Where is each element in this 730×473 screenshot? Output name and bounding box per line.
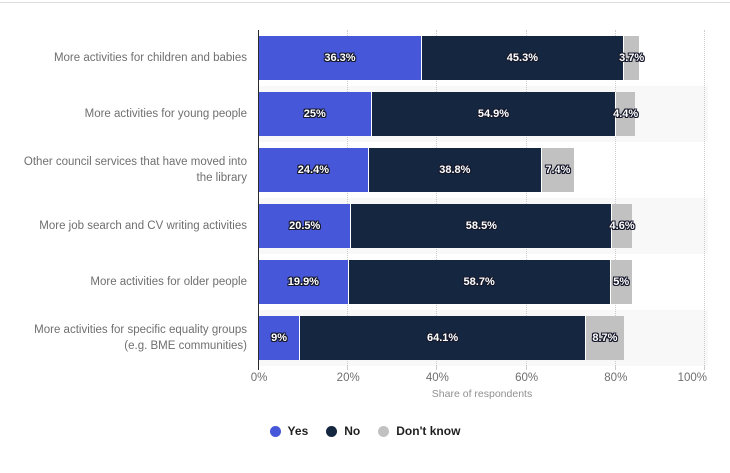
axis-tick (704, 366, 705, 370)
category-label: More activities for children and babies (53, 51, 247, 64)
category-label: More activities for specific equality gr… (34, 323, 247, 352)
x-tick-label: 0% (250, 372, 268, 384)
legend-marker-icon (326, 425, 338, 437)
bar-segment-yes[interactable]: 25% (259, 92, 371, 136)
category-label: More activities for older people (90, 275, 247, 288)
axis-tick (436, 366, 438, 370)
bar-segment-yes[interactable]: 19.9% (259, 260, 348, 304)
bar-segment-don-t-know[interactable]: 3.7% (619, 36, 644, 80)
x-tick-label: 20% (336, 372, 360, 384)
bar-segment-no[interactable]: 54.9% (370, 92, 616, 136)
bar-segment-yes[interactable]: 24.4% (259, 148, 368, 192)
category-label: Other council services that have moved i… (23, 155, 247, 184)
axis-tick (525, 366, 527, 370)
segment-value-label: 19.9% (287, 276, 319, 288)
bar-segment-no[interactable]: 45.3% (420, 36, 623, 80)
gridline (614, 30, 616, 366)
x-tick-label: 60% (515, 372, 539, 384)
legend-label: Don't know (396, 424, 461, 438)
y-axis-line (258, 30, 259, 370)
category-label: More job search and CV writing activitie… (39, 219, 247, 232)
legend-marker-icon (269, 425, 281, 437)
bar-segment-don-t-know[interactable]: 8.7% (585, 316, 624, 360)
legend-item-yes[interactable]: Yes (269, 424, 309, 438)
bar-segment-don-t-know[interactable]: 7.4% (540, 148, 574, 192)
segment-value-label: 8.7% (592, 332, 618, 344)
bar-segment-yes[interactable]: 36.3% (259, 36, 421, 80)
segment-value-label: 36.3% (324, 52, 356, 64)
legend-label: Yes (287, 424, 309, 438)
gridline (704, 30, 705, 366)
segment-value-label: 4.6% (609, 220, 635, 232)
segment-value-label: 38.8% (439, 164, 471, 176)
x-axis-title: Share of respondents (431, 388, 533, 400)
x-tick-label: 40% (425, 372, 449, 384)
bar-segment-yes[interactable]: 20.5% (259, 204, 351, 248)
segment-value-label: 54.9% (477, 108, 510, 120)
bar-segment-don-t-know[interactable]: 4.4% (613, 92, 639, 136)
segment-value-label: 9% (271, 332, 288, 344)
bar-segment-don-t-know[interactable]: 5% (609, 260, 632, 304)
bar-segment-no[interactable]: 58.7% (347, 260, 610, 304)
segment-value-label: 25% (303, 108, 326, 120)
legend-marker-icon (378, 425, 390, 437)
segment-value-label: 20.5% (289, 220, 321, 232)
legend: Yes No Don't know (0, 424, 730, 438)
segment-value-label: 64.1% (426, 332, 459, 344)
axis-tick (614, 366, 616, 370)
bar-segment-no[interactable]: 58.5% (350, 204, 612, 248)
x-tick-label: 80% (604, 372, 628, 384)
legend-item-no[interactable]: No (326, 424, 360, 438)
segment-value-label: 24.4% (297, 164, 330, 176)
segment-value-label: 45.3% (506, 52, 539, 64)
axis-tick (347, 366, 349, 370)
category-label: More activities for young people (84, 107, 247, 120)
x-tick-label: 100% (677, 372, 707, 384)
legend-item-don-t-know[interactable]: Don't know (378, 424, 460, 438)
bar-segment-don-t-know[interactable]: 4.6% (609, 204, 635, 248)
gridline (525, 30, 527, 366)
bar-segment-no[interactable]: 38.8% (367, 148, 541, 192)
segment-value-label: 58.7% (463, 276, 495, 288)
bar-segment-no[interactable]: 64.1% (299, 316, 585, 360)
top-divider (0, 2, 730, 3)
gridline (347, 30, 349, 366)
gridline (436, 30, 438, 366)
legend-label: No (344, 424, 361, 438)
segment-value-label: 7.4% (545, 164, 571, 176)
segment-value-label: 3.7% (619, 52, 645, 64)
segment-value-label: 58.5% (465, 220, 497, 232)
segment-value-label: 5% (613, 276, 630, 288)
bar-segment-yes[interactable]: 9% (259, 316, 300, 360)
segment-value-label: 4.4% (613, 108, 639, 120)
